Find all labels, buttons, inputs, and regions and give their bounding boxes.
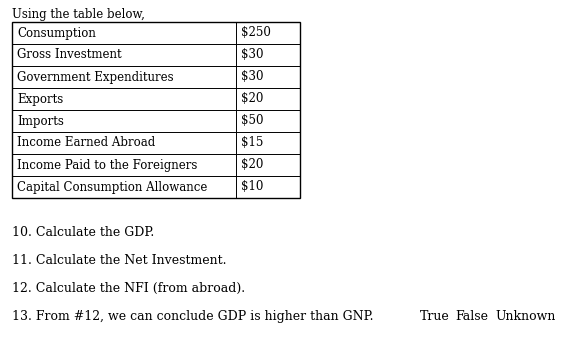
Text: 13. From #12, we can conclude GDP is higher than GNP.: 13. From #12, we can conclude GDP is hig… bbox=[12, 310, 374, 323]
Text: Using the table below,: Using the table below, bbox=[12, 8, 145, 21]
Text: $50: $50 bbox=[241, 115, 264, 127]
Text: $250: $250 bbox=[241, 26, 271, 40]
Text: 12. Calculate the NFI (from abroad).: 12. Calculate the NFI (from abroad). bbox=[12, 282, 245, 295]
Text: $30: $30 bbox=[241, 71, 264, 83]
Text: 11. Calculate the Net Investment.: 11. Calculate the Net Investment. bbox=[12, 254, 227, 267]
Text: Gross Investment: Gross Investment bbox=[17, 48, 122, 62]
Text: $30: $30 bbox=[241, 48, 264, 62]
Text: Consumption: Consumption bbox=[17, 26, 96, 40]
Text: Unknown: Unknown bbox=[495, 310, 556, 323]
Text: 10. Calculate the GDP.: 10. Calculate the GDP. bbox=[12, 226, 154, 239]
Text: True: True bbox=[420, 310, 449, 323]
Text: $20: $20 bbox=[241, 159, 264, 171]
Text: False: False bbox=[455, 310, 488, 323]
Text: $10: $10 bbox=[241, 180, 264, 193]
Text: Income Paid to the Foreigners: Income Paid to the Foreigners bbox=[17, 159, 198, 171]
Text: Income Earned Abroad: Income Earned Abroad bbox=[17, 137, 155, 149]
Text: Government Expenditures: Government Expenditures bbox=[17, 71, 174, 83]
Text: $20: $20 bbox=[241, 93, 264, 105]
Text: Capital Consumption Allowance: Capital Consumption Allowance bbox=[17, 180, 208, 193]
Text: Imports: Imports bbox=[17, 115, 64, 127]
Bar bbox=[12, 22, 300, 198]
Text: Exports: Exports bbox=[17, 93, 63, 105]
Text: $15: $15 bbox=[241, 137, 264, 149]
